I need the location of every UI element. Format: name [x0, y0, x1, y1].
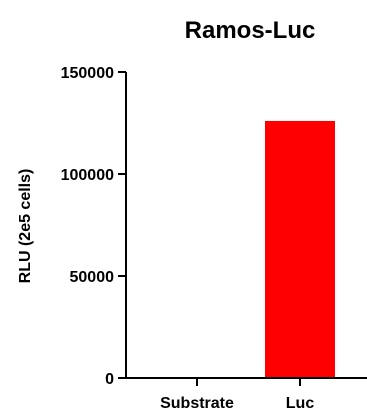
y-tick-label: 150000: [61, 65, 114, 82]
y-axis-ticks: 0 50000 100000 150000: [61, 65, 126, 388]
y-tick-label: 100000: [61, 167, 114, 184]
x-tick-label: Luc: [286, 395, 315, 412]
x-tick-label: Substrate: [160, 395, 234, 412]
x-axis-ticks: Substrate Luc: [160, 378, 314, 412]
y-axis-label: RLU (2e5 cells): [17, 169, 34, 284]
y-tick-label: 50000: [70, 269, 115, 286]
bars: [265, 120, 335, 379]
y-tick-label: 0: [105, 371, 114, 388]
bar-luc: [265, 120, 335, 379]
chart-title: Ramos-Luc: [185, 17, 316, 44]
